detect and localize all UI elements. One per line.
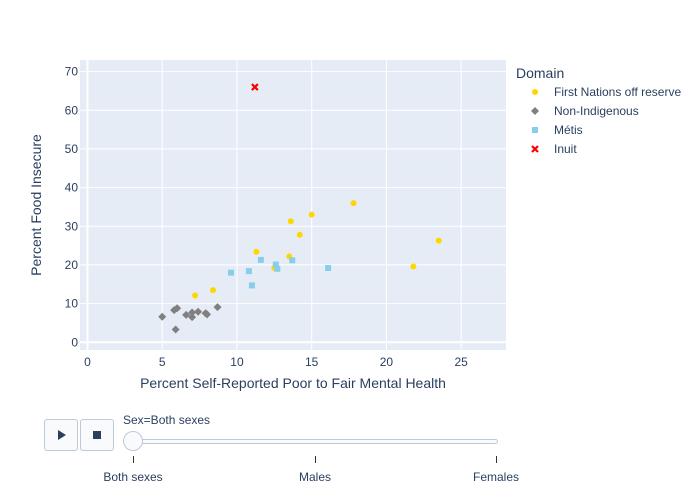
point-metis (274, 265, 281, 272)
y-tick-label: 0 (71, 335, 78, 349)
legend-label: First Nations off reserve (554, 85, 681, 99)
point-first-nations-off-reserve (210, 287, 217, 294)
point-metis (272, 261, 279, 268)
y-tick-label: 70 (65, 65, 79, 79)
legend-label: Métis (554, 123, 583, 137)
legend-title: Domain (516, 65, 564, 81)
y-tick-label: 30 (65, 219, 79, 233)
point-metis (325, 265, 332, 272)
point-first-nations-off-reserve (308, 211, 315, 218)
point-metis (257, 256, 264, 263)
point-first-nations-off-reserve (192, 292, 199, 299)
point-non-indigenous (171, 325, 180, 334)
point-non-indigenous (173, 304, 182, 313)
point-inuit (251, 83, 259, 91)
point-non-indigenous (158, 312, 167, 321)
legend-marker (532, 127, 538, 133)
point-non-indigenous (213, 303, 222, 312)
legend-item-inuit[interactable]: Inuit (531, 142, 577, 156)
legend-label: Inuit (554, 142, 577, 156)
x-tick-label: 10 (230, 355, 244, 369)
y-tick-label: 10 (65, 297, 79, 311)
x-tick-label: 25 (454, 355, 468, 369)
point-metis (289, 257, 296, 264)
point-metis (245, 268, 252, 275)
stop-button[interactable] (80, 419, 114, 451)
point-first-nations-off-reserve (410, 263, 417, 270)
y-tick-label: 40 (65, 181, 79, 195)
stop-icon (93, 431, 101, 439)
x-tick-label: 5 (159, 355, 166, 369)
slider-current-value: Sex=Both sexes (123, 413, 211, 427)
legend-marker (531, 145, 539, 153)
point-first-nations-off-reserve (296, 231, 303, 238)
y-tick-label: 60 (65, 103, 79, 117)
slider-step-tick (495, 456, 497, 463)
point-metis (227, 269, 234, 276)
y-axis-title: Percent Food Insecure (28, 134, 44, 276)
x-tick-label: 20 (380, 355, 394, 369)
legend-label: Non-Indigenous (554, 104, 639, 118)
x-tick-label: 15 (305, 355, 319, 369)
y-tick-label: 50 (65, 142, 79, 156)
legend-item-first-nations-off-reserve[interactable]: First Nations off reserve (532, 85, 681, 99)
point-first-nations-off-reserve (287, 218, 294, 225)
play-icon (58, 430, 66, 440)
point-non-indigenous (203, 310, 212, 319)
point-non-indigenous (188, 308, 197, 317)
point-first-nations-off-reserve (350, 200, 357, 207)
data-points (158, 83, 442, 334)
point-non-indigenous (182, 310, 191, 319)
legend-marker (532, 89, 538, 95)
slider-step-females[interactable]: Females (446, 456, 546, 486)
legend[interactable]: First Nations off reserve Non-Indigenous M… (531, 85, 681, 156)
y-tick-label: 20 (65, 258, 79, 272)
point-metis (248, 282, 255, 289)
point-first-nations-off-reserve (253, 248, 260, 255)
point-non-indigenous (194, 307, 203, 316)
scatter-chart: 0 5 10 15 20 25 0 10 20 30 40 50 60 70 Percent Self-… (28, 60, 681, 391)
slider-step-tick (314, 456, 316, 463)
point-non-indigenous (188, 313, 197, 322)
slider-step-label: Males (298, 470, 331, 484)
slider-step-tick (132, 456, 134, 463)
slider-step-label: Females (472, 470, 519, 484)
plot-background (80, 60, 506, 350)
play-button[interactable] (44, 419, 78, 451)
legend-item-non-indigenous[interactable]: Non-Indigenous (531, 104, 639, 118)
legend-item-metis[interactable]: Métis (532, 123, 583, 137)
x-tick-labels: 0 5 10 15 20 25 (84, 355, 468, 369)
legend-marker (531, 107, 539, 115)
grid-lines (80, 60, 506, 350)
point-first-nations-off-reserve (435, 237, 442, 244)
x-axis-title: Percent Self-Reported Poor to Fair Menta… (140, 375, 446, 391)
x-tick-label: 0 (84, 355, 91, 369)
y-tick-labels: 0 10 20 30 40 50 60 70 (65, 65, 79, 350)
slider-handle[interactable] (123, 431, 143, 451)
slider-track[interactable] (133, 439, 498, 444)
slider-step-males[interactable]: Males (265, 456, 365, 486)
slider-step-both-sexes[interactable]: Both sexes (83, 456, 183, 486)
slider-step-label: Both sexes (103, 470, 163, 484)
